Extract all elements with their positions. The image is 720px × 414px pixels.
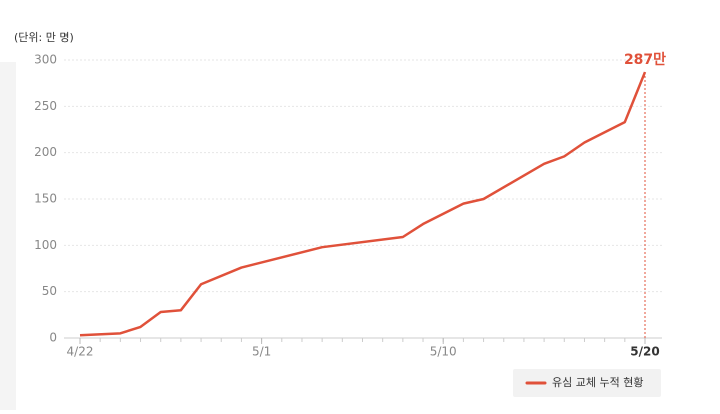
y-tick-label: 300 bbox=[34, 53, 57, 67]
legend-label: 유심 교체 누적 현황 bbox=[552, 376, 643, 389]
legend-box bbox=[513, 369, 661, 397]
x-tick-label: 5/20 bbox=[630, 345, 659, 359]
side-panel bbox=[0, 62, 16, 410]
data-label: 287만 bbox=[624, 52, 666, 68]
y-tick-label: 250 bbox=[34, 99, 57, 113]
x-tick-label: 5/10 bbox=[430, 345, 457, 359]
x-tick-label: 5/1 bbox=[252, 345, 271, 359]
y-tick-label: 200 bbox=[34, 145, 57, 159]
y-tick-label: 100 bbox=[34, 238, 57, 252]
x-tick-label: 4/22 bbox=[67, 345, 94, 359]
y-tick-label: 150 bbox=[34, 192, 57, 206]
y-tick-label: 0 bbox=[49, 331, 57, 345]
data-line bbox=[79, 71, 647, 337]
unit-label: (단위: 만 명) bbox=[14, 31, 74, 44]
y-tick-label: 50 bbox=[42, 284, 57, 298]
